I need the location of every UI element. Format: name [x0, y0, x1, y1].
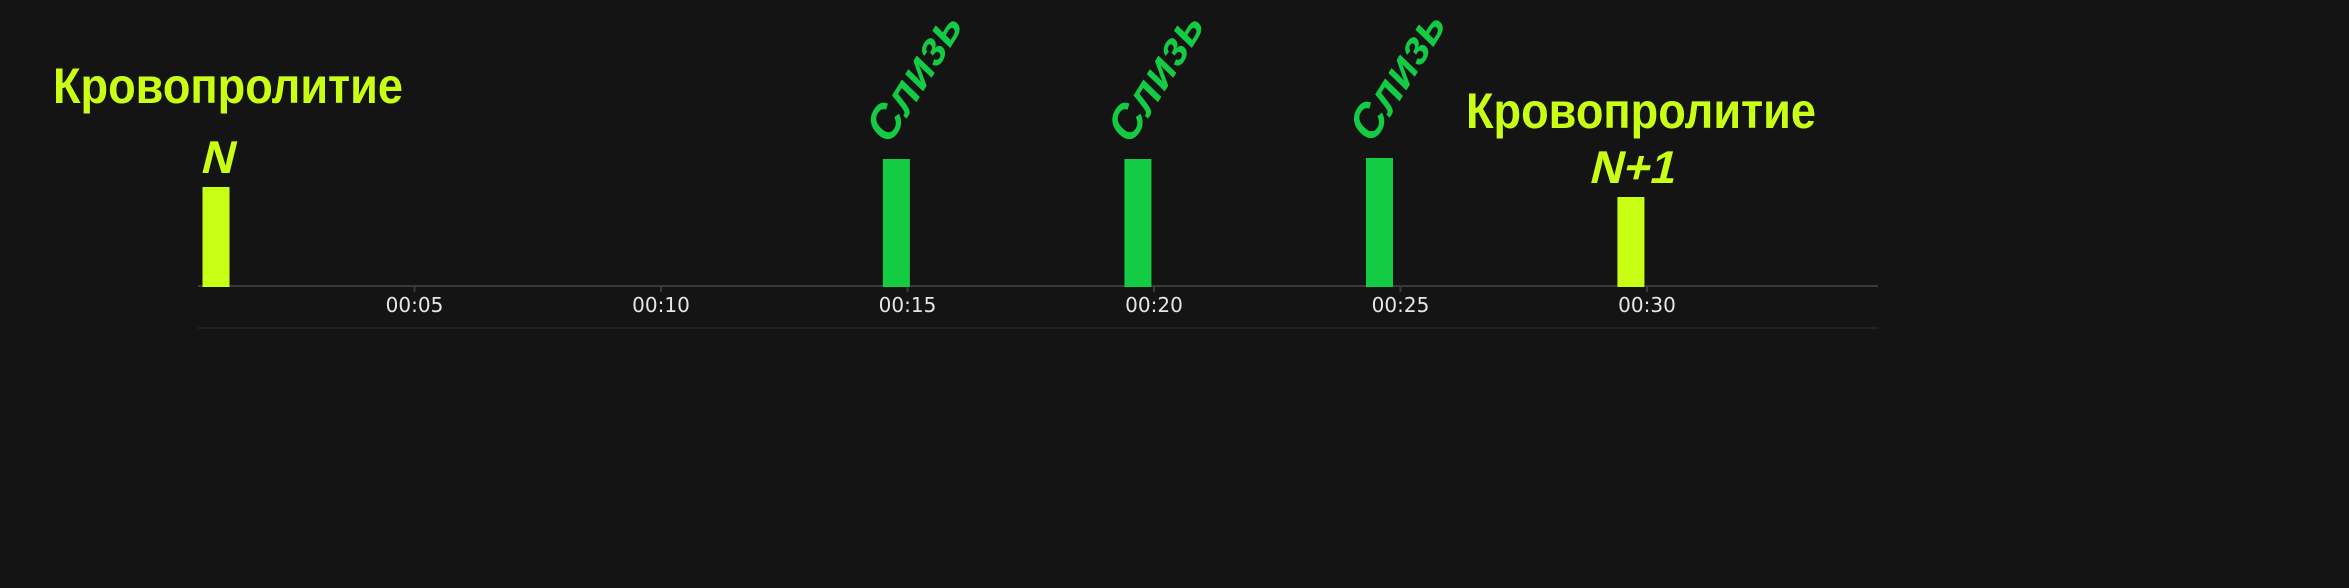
- x-tick-label: 00:15: [879, 293, 937, 317]
- x-tick-label: 00:10: [632, 293, 690, 317]
- bar-label: Слизь: [1341, 0, 1454, 153]
- x-ticks: 00:05 00:10 00:15 00:20 00:25 00:30: [386, 286, 1676, 317]
- bar: [203, 187, 230, 287]
- bar-label: Слизь: [1099, 0, 1212, 154]
- bar: [1366, 158, 1393, 287]
- bar: [1124, 159, 1151, 287]
- x-tick-label: 00:20: [1125, 293, 1183, 317]
- bar-label: N+1: [1586, 142, 1684, 193]
- bar: [1617, 197, 1644, 287]
- bar-annotation: Кровопролитие: [1466, 83, 1816, 139]
- bars: [203, 158, 1645, 287]
- bar-label: N: [197, 132, 243, 183]
- bar-label: Слизь: [858, 0, 971, 154]
- x-tick-label: 00:25: [1372, 293, 1430, 317]
- x-tick-label: 00:30: [1618, 293, 1676, 317]
- bar: [883, 159, 910, 287]
- x-tick-label: 00:05: [386, 293, 444, 317]
- bar-annotation: Кровопролитие: [53, 58, 403, 114]
